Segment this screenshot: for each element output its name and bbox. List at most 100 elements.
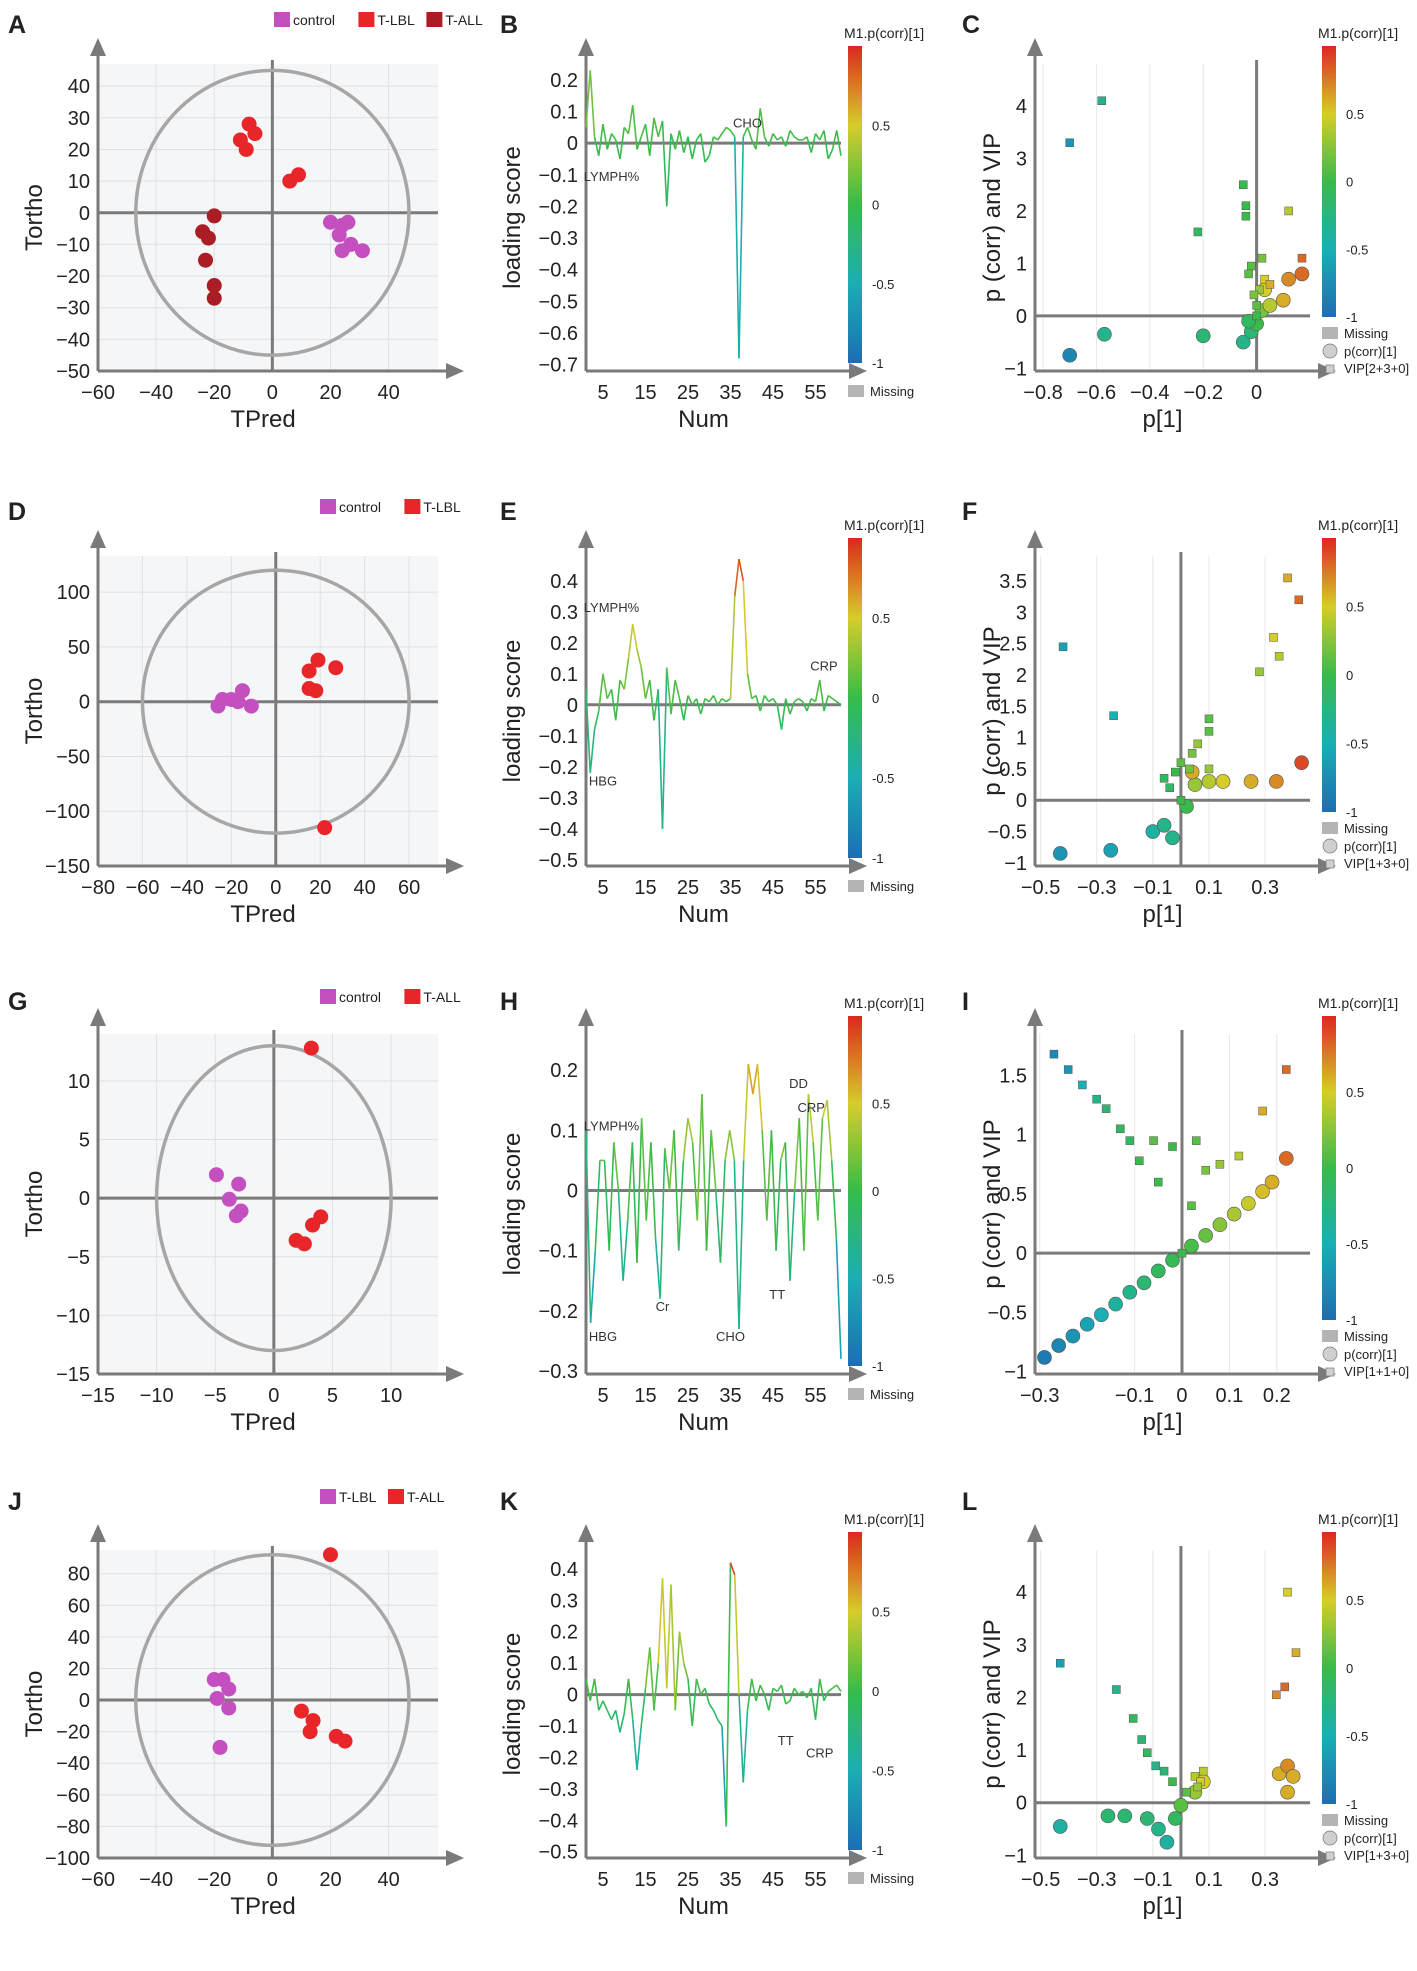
- vip-point: [1265, 280, 1275, 289]
- pcorr-point: [1094, 1307, 1109, 1323]
- legend-swatch: [426, 12, 443, 27]
- pcorr-legend-icon: [1322, 838, 1338, 854]
- axis-arrow-icon: [446, 363, 464, 379]
- loading-segment: [636, 1118, 643, 1263]
- y-tick-label: 0.5: [999, 759, 1027, 781]
- plot-background: [98, 64, 438, 371]
- y-tick-label: −0.5: [988, 1302, 1027, 1324]
- y-tick-label: −0.5: [539, 1842, 578, 1864]
- colorbar-tick-label: 0: [1346, 668, 1353, 683]
- loading-segment: [622, 1220, 629, 1281]
- panel-J: J −60 −40 −20 0 20 40 −100 −80 −60 −40 −20 0 20 40 60 80…: [8, 1488, 464, 1920]
- loading-segment: [585, 1130, 592, 1323]
- loading-segment: [589, 1678, 596, 1702]
- score-point: [310, 652, 326, 668]
- y-tick-label: −0.1: [539, 726, 578, 748]
- loading-segment: [717, 1719, 723, 1727]
- vip-point: [1199, 1766, 1208, 1776]
- x-tick-label: 55: [804, 1385, 826, 1407]
- loading-segment: [695, 698, 702, 715]
- pcorr-point: [1241, 313, 1256, 329]
- loading-segment: [738, 136, 745, 359]
- y-axis-label: loading score: [499, 1633, 526, 1776]
- loading-segment: [614, 1710, 621, 1733]
- axis-arrow-icon: [578, 530, 594, 548]
- loading-segment: [733, 559, 740, 597]
- score-point: [354, 243, 370, 259]
- x-tick-label: 10: [380, 1385, 402, 1407]
- colorbar-tick-label: 0.5: [1346, 1085, 1364, 1100]
- y-tick-label: 0: [79, 203, 90, 225]
- axis-arrow-icon: [849, 1850, 867, 1866]
- loading-segment: [755, 695, 762, 712]
- y-tick-label: −80: [56, 1816, 90, 1838]
- x-tick-label: 25: [677, 382, 699, 404]
- legend-label: T-ALL: [423, 989, 461, 1005]
- x-tick-label: 25: [677, 1869, 699, 1891]
- loading-segment: [648, 1647, 655, 1711]
- score-point: [322, 1547, 338, 1563]
- loading-segment: [593, 136, 600, 156]
- loading-segment: [627, 105, 634, 134]
- loading-segment: [678, 130, 685, 153]
- pcorr-legend-icon: [1322, 343, 1338, 359]
- loading-segment: [780, 698, 787, 730]
- loading-segment: [729, 1562, 736, 1576]
- loading-segment: [772, 698, 778, 706]
- y-tick-label: −0.5: [539, 850, 578, 872]
- colorbar-tick-label: 0.5: [872, 1605, 890, 1620]
- loading-segment: [742, 126, 749, 138]
- loading-segment: [606, 1709, 613, 1721]
- panel-label: C: [962, 11, 980, 39]
- y-tick-label: 60: [68, 1595, 90, 1617]
- variable-annotation: CRP: [806, 1745, 833, 1760]
- loading-segment: [752, 1063, 759, 1095]
- loading-segment: [657, 120, 664, 138]
- loading-segment: [665, 667, 672, 715]
- axis-arrow-icon: [849, 363, 867, 379]
- panel-C: C −0.8 −0.6 −0.4 −0.2 0 −1 0 1 2 3 4 p[1] p (corr) an…: [962, 11, 1409, 433]
- score-point: [291, 167, 307, 183]
- loading-segment: [644, 1647, 651, 1689]
- axis-arrow-icon: [1027, 1524, 1043, 1542]
- y-tick-label: 40: [68, 76, 90, 98]
- colorbar-title: M1.p(corr)[1]: [1318, 517, 1398, 533]
- loading-segment: [835, 130, 842, 156]
- panel-label: D: [8, 498, 26, 526]
- loading-segment: [721, 697, 727, 703]
- loading-segment: [798, 1690, 804, 1696]
- colorbar-tick-label: 0.5: [872, 611, 890, 626]
- missing-label: Missing: [870, 1387, 914, 1402]
- loading-segment: [775, 1160, 782, 1251]
- loading-segment: [812, 1142, 819, 1221]
- x-tick-label: −0.6: [1077, 382, 1116, 404]
- legend-swatch: [320, 499, 336, 514]
- x-axis-label: Num: [678, 901, 729, 928]
- x-tick-label: 5: [597, 1385, 608, 1407]
- axis-arrow-icon: [578, 1008, 594, 1026]
- x-tick-label: 5: [597, 1869, 608, 1891]
- loading-segment: [733, 1160, 740, 1329]
- colorbar-gradient: [1322, 538, 1336, 812]
- loading-segment: [715, 1190, 722, 1263]
- x-tick-label: 0.1: [1215, 1385, 1243, 1407]
- loading-segment: [733, 1575, 740, 1695]
- panel-K: K 5 15 25 35 45 55 −0.5 −0.4 −0.3 −0.2 −0.1 0 0.1 0.2 0…: [499, 1488, 924, 1920]
- x-tick-label: 25: [677, 1385, 699, 1407]
- loading-segment: [670, 1584, 677, 1711]
- loading-segment: [755, 1684, 762, 1702]
- variable-annotation: CHO: [716, 1329, 745, 1344]
- colorbar-tick-label: -1: [872, 356, 884, 371]
- vip-point: [1297, 253, 1307, 263]
- y-tick-label: −0.2: [539, 1301, 578, 1323]
- legend-label: T-LBL: [377, 12, 415, 28]
- x-axis-label: p[1]: [1142, 901, 1182, 928]
- loading-segment: [818, 679, 825, 712]
- vip-point: [1294, 595, 1304, 605]
- legend-label: VIP[1+3+0]: [1344, 1848, 1409, 1863]
- y-tick-label: 0.1: [550, 1653, 578, 1675]
- pcorr-legend-icon: [1322, 1830, 1338, 1846]
- loading-segment: [597, 124, 604, 156]
- y-tick-label: 0.2: [550, 633, 578, 655]
- loading-segment: [806, 698, 813, 712]
